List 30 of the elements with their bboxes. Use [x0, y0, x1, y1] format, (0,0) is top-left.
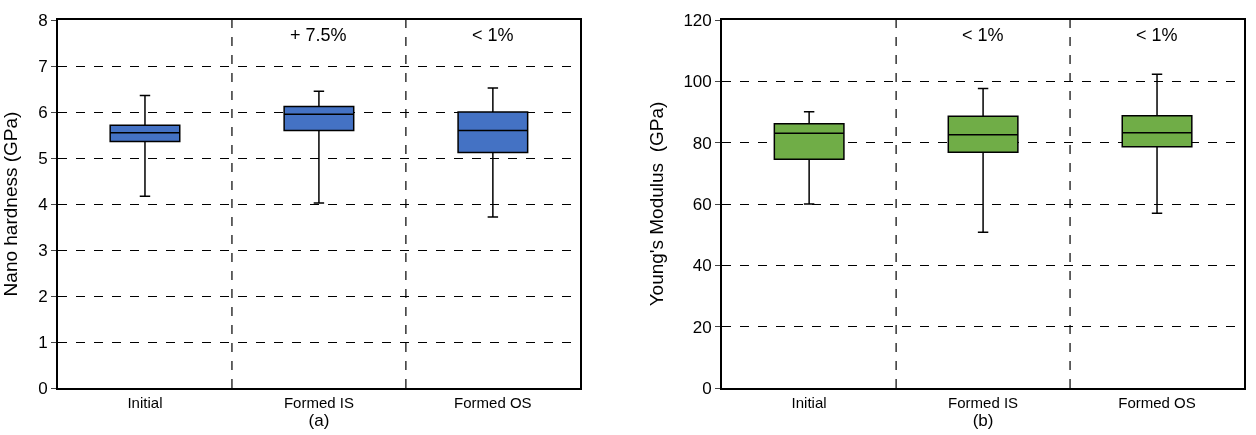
x-axis-title: (b) — [972, 411, 994, 430]
annotation: < 1% — [1136, 25, 1178, 45]
y-tick-label: 0 — [38, 378, 48, 398]
y-tick-label: 120 — [683, 10, 712, 30]
x-axis-title: (a) — [308, 411, 330, 430]
annotation: < 1% — [472, 25, 514, 45]
annotation: < 1% — [962, 25, 1004, 45]
y-tick-label: 60 — [692, 194, 712, 214]
x-tick-label: Initial — [791, 394, 827, 411]
y-tick-label: 80 — [692, 133, 712, 153]
annotation: + 7.5% — [290, 25, 347, 45]
y-tick-label: 4 — [38, 194, 48, 214]
x-tick-label: Formed IS — [948, 394, 1019, 411]
y-tick-label: 3 — [38, 240, 48, 260]
x-tick-label: Formed IS — [283, 394, 354, 411]
x-tick-label: Formed OS — [454, 394, 532, 411]
y-tick-label: 5 — [38, 148, 48, 168]
y-tick-label: 20 — [692, 317, 712, 337]
y-tick-label: 2 — [38, 286, 48, 306]
y-tick-label: 6 — [38, 102, 48, 122]
y-tick-label: 100 — [683, 72, 712, 92]
y-tick-label: 40 — [692, 256, 712, 276]
x-tick-label: Formed OS — [1118, 394, 1196, 411]
y-tick-label: 7 — [38, 56, 48, 76]
y-axis-title: Nano hardness (GPa) — [0, 111, 22, 297]
x-tick-label: Initial — [127, 394, 163, 411]
y-tick-label: 0 — [702, 378, 712, 398]
y-axis-title: Young's Modulus (GPa) — [645, 101, 667, 307]
y-tick-label: 1 — [38, 332, 48, 352]
y-tick-label: 8 — [38, 10, 48, 30]
